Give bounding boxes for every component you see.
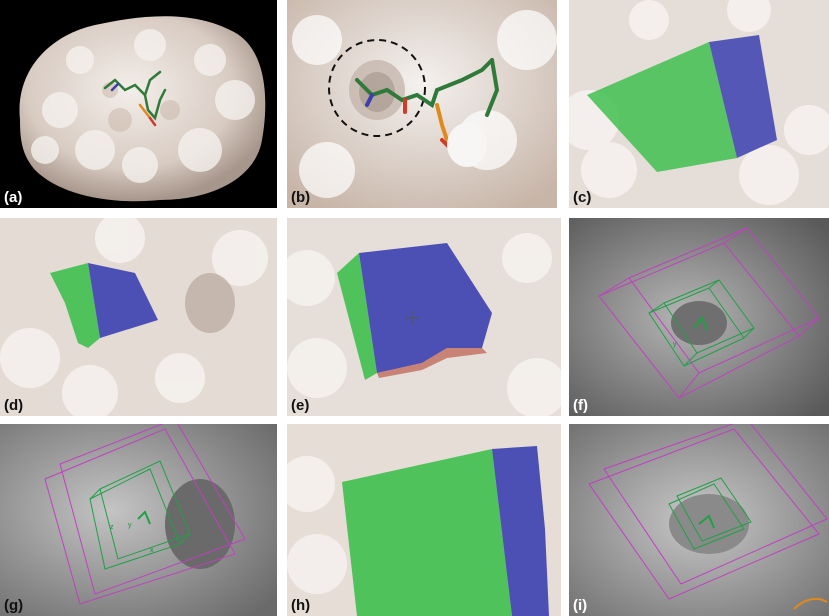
panel-label: (e) — [291, 397, 309, 414]
svg-text:y: y — [673, 341, 677, 348]
panel-b: (b) — [287, 0, 557, 208]
panel-label: (a) — [4, 189, 22, 206]
protein-surface-overview-image — [0, 0, 277, 208]
pocket-surface-image — [0, 218, 277, 416]
panel-d: (d) — [0, 218, 277, 416]
svg-text:y: y — [128, 522, 132, 529]
panel-h: (h) — [287, 424, 561, 616]
panel-label: (f) — [573, 397, 588, 414]
panel-f: y (f) — [569, 218, 829, 416]
svg-text:x: x — [150, 547, 154, 554]
binding-pocket-closeup-image — [287, 0, 557, 208]
panel-a: (a) — [0, 0, 277, 208]
binding-site-plane-image — [287, 424, 561, 616]
grid-box-gray-surface-image — [569, 424, 829, 616]
panel-label: (b) — [291, 189, 310, 206]
grid-box-gray-surface-image: z y x — [0, 424, 277, 616]
pocket-plane-zoom-image — [287, 218, 561, 416]
binding-site-plane-image — [569, 0, 829, 208]
panel-g: z y x (g) — [0, 424, 277, 616]
panel-e: (e) — [287, 218, 561, 416]
panel-label: (h) — [291, 597, 310, 614]
panel-label: (g) — [4, 597, 23, 614]
panel-c: (c) — [569, 0, 829, 208]
panel-label: (c) — [573, 189, 591, 206]
svg-text:z: z — [110, 524, 114, 531]
panel-i: (i) — [569, 424, 829, 616]
panel-label: (i) — [573, 597, 587, 614]
panel-label: (d) — [4, 397, 23, 414]
grid-box-gray-surface-image: y — [569, 218, 829, 416]
